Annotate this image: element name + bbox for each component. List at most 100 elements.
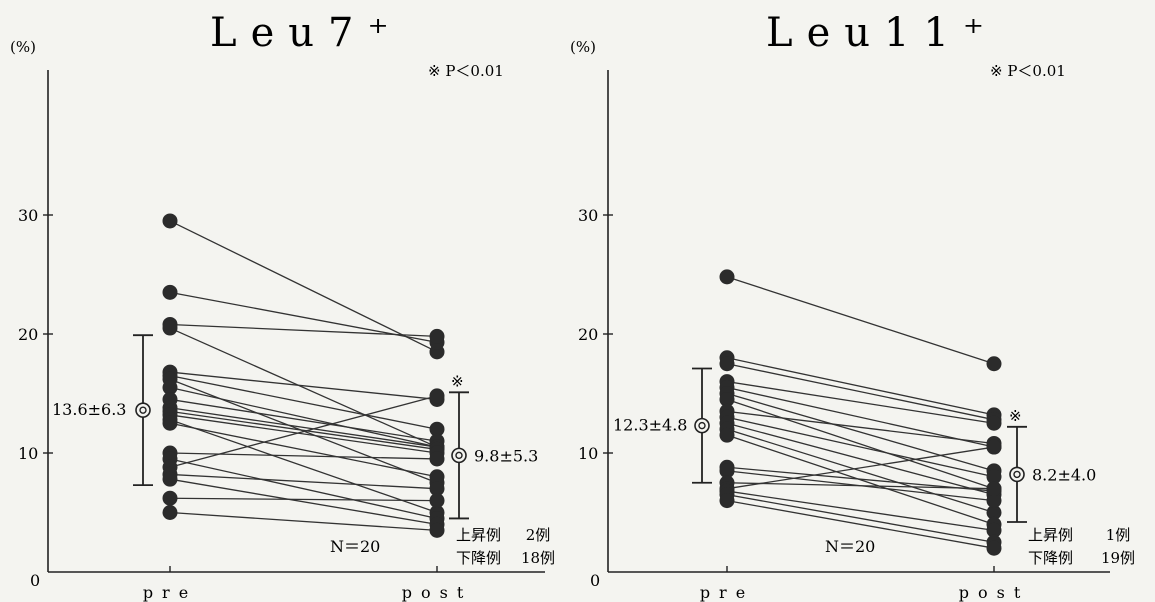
decrease-count: 18例	[521, 549, 555, 567]
decrease-count: 19例	[1101, 549, 1135, 567]
y-tick-label: 0	[590, 571, 600, 590]
pre-mean-label: 12.3±4.8	[613, 416, 687, 435]
subject-line	[169, 398, 438, 442]
y-tick-label: 20	[578, 325, 598, 344]
post-point	[986, 522, 1002, 538]
significance-note: ※ P＜0.01	[428, 62, 504, 80]
subject-line	[726, 276, 995, 365]
y-tick-label: 30	[578, 206, 598, 225]
y-tick-label: 10	[578, 444, 598, 463]
pre-point	[719, 269, 735, 285]
subject-line	[726, 428, 995, 514]
post-point	[429, 328, 445, 344]
post-point	[429, 493, 445, 509]
subject-line	[169, 452, 438, 460]
post-mean-marker-inner	[1013, 470, 1021, 479]
post-mean-marker	[1009, 466, 1025, 483]
subject-line	[169, 497, 438, 502]
subject-line	[726, 490, 995, 531]
pre-point	[162, 213, 178, 229]
post-mean-label: 9.8±5.3	[474, 446, 538, 465]
increase-label: 上昇例	[456, 526, 501, 544]
subject-line	[169, 395, 438, 468]
post-point	[986, 469, 1002, 485]
pre-point	[162, 471, 178, 487]
subject-line	[726, 410, 995, 445]
pre-mean-marker	[135, 402, 151, 418]
subject-line	[726, 499, 995, 549]
post-mean-marker-inner	[455, 451, 463, 460]
subject-line	[169, 407, 438, 448]
post-point	[429, 522, 445, 538]
subject-line	[169, 414, 438, 454]
y-tick-label: 30	[18, 206, 38, 225]
chart-panel-leu11: Leu11⁺ (%) ※ P＜0.01 0 10 20 30 pre post 12.3±4.8 8…	[570, 10, 1135, 602]
post-point	[429, 421, 445, 437]
post-point	[986, 481, 1002, 497]
post-point	[429, 388, 445, 404]
y-tick-label: 0	[30, 571, 40, 590]
subject-line	[169, 511, 438, 531]
pre-point	[719, 463, 735, 479]
subject-line	[169, 323, 438, 338]
pre-point	[162, 380, 178, 396]
subject-line	[726, 398, 995, 490]
x-tick-label: pre	[143, 583, 197, 602]
pre-mean-marker-inner	[698, 421, 706, 430]
significance-mark: ※	[1009, 407, 1022, 425]
subject-line	[726, 363, 995, 421]
post-point	[986, 505, 1002, 520]
chart-panel-leu7: Leu7⁺ (%) ※ P＜0.01 0 10 20 30 pre post 13.6±6.3 9.…	[10, 10, 555, 602]
increase-label: 上昇例	[1028, 526, 1073, 544]
increase-count: 1例	[1106, 526, 1131, 544]
pre-mean-label: 13.6±6.3	[52, 400, 126, 419]
subject-line	[169, 327, 438, 448]
increase-count: 2例	[526, 526, 551, 544]
subject-line	[169, 220, 438, 353]
post-mean-label: 8.2±4.0	[1032, 465, 1096, 484]
subject-line	[726, 392, 995, 472]
significance-mark: ※	[451, 372, 464, 390]
subject-line	[169, 375, 438, 430]
pre-point	[719, 356, 735, 372]
chart-title: Leu7⁺	[210, 10, 403, 56]
x-tick-label: pre	[700, 583, 754, 602]
subject-line	[169, 410, 438, 451]
pre-point	[719, 493, 735, 509]
chart-title: Leu11⁺	[766, 10, 998, 56]
pre-point	[162, 415, 178, 431]
x-tick-label: post	[402, 583, 473, 602]
post-point	[429, 451, 445, 467]
subject-line	[726, 494, 995, 543]
y-tick-label: 10	[18, 444, 38, 463]
x-tick-label: post	[959, 583, 1030, 602]
subject-line	[169, 419, 438, 514]
post-point	[986, 493, 1002, 509]
decrease-label: 下降例	[456, 549, 501, 567]
post-point	[986, 540, 1002, 556]
y-axis-label: (%)	[10, 38, 36, 56]
post-mean-marker	[451, 447, 467, 464]
subject-line	[726, 416, 995, 478]
pre-point	[719, 427, 735, 443]
pre-point	[162, 490, 178, 506]
n-label: N＝20	[330, 537, 380, 556]
subject-line	[726, 422, 995, 496]
pre-mean-marker-inner	[139, 406, 147, 414]
pre-point	[162, 320, 178, 336]
subject-line	[726, 482, 995, 490]
decrease-label: 下降例	[1028, 549, 1073, 567]
subject-line	[169, 422, 438, 478]
post-point	[986, 415, 1002, 431]
subject-line	[726, 446, 995, 490]
subject-line	[169, 478, 438, 526]
significance-note: ※ P＜0.01	[990, 62, 1066, 80]
subject-line	[726, 380, 995, 424]
post-point	[429, 469, 445, 485]
pre-point	[719, 391, 735, 407]
subject-line	[169, 473, 438, 490]
post-point	[986, 356, 1002, 372]
post-point	[429, 481, 445, 497]
pre-mean-marker	[694, 417, 710, 434]
